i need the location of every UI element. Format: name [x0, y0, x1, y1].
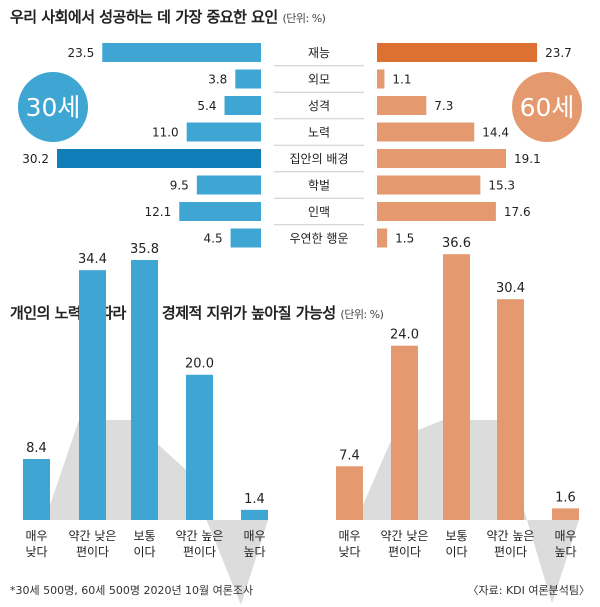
value-label-60: 7.4: [339, 448, 360, 463]
bar-30-1: [235, 69, 261, 89]
bar-30-2: [224, 96, 261, 115]
bar-60-1: [391, 345, 418, 520]
bar-60-1: [377, 69, 385, 89]
footnote: *30세 500명, 60세 500명 2020년 10월 여론조사: [10, 584, 254, 597]
category-label: 학벌: [308, 179, 330, 193]
category-label: 인맥: [308, 205, 330, 219]
bar-30-5: [196, 175, 261, 195]
bar-30-0: [102, 43, 262, 62]
bar-30-6: [179, 202, 261, 221]
bar-60-0: [336, 466, 363, 520]
category-label: 편이다: [183, 545, 216, 559]
value-label-30: 30.2: [22, 152, 49, 166]
value-label-30: 5.4: [197, 99, 216, 113]
series-badge-60-label: 60세: [520, 93, 575, 122]
value-label-30: 9.5: [170, 179, 189, 193]
bar-60-2: [377, 96, 427, 115]
bar-30-3: [186, 122, 261, 142]
category-label: 보통: [445, 529, 467, 543]
category-label: 약간 높은: [487, 528, 535, 543]
category-label: 약간 낮은: [69, 528, 117, 543]
value-label-30: 8.4: [26, 441, 47, 456]
category-label: 외모: [308, 73, 330, 87]
category-label: 매우: [338, 529, 360, 543]
value-label-30: 20.0: [185, 357, 214, 372]
category-label: 성격: [308, 99, 330, 113]
top-title-text: 우리 사회에서 성공하는 데 가장 중요한 요인: [10, 8, 278, 26]
shadow-band-30: [50, 420, 268, 605]
series-badge-30-label: 30세: [26, 93, 81, 122]
category-label: 재능: [308, 46, 330, 60]
category-label: 매우: [25, 529, 47, 543]
value-label-60: 1.5: [395, 232, 414, 246]
bar-30-0: [23, 458, 50, 520]
top-chart-title: 우리 사회에서 성공하는 데 가장 중요한 요인 (단위: %): [10, 6, 326, 27]
category-label: 편이다: [494, 545, 527, 559]
category-label: 노력: [308, 126, 330, 140]
bottom-unit-text: (단위: %): [340, 308, 384, 321]
category-label: 낮다: [338, 545, 360, 559]
category-label: 높다: [554, 545, 576, 559]
bar-30-4: [57, 149, 261, 168]
bar-60-3: [377, 122, 475, 142]
top-unit-text: (단위: %): [282, 12, 326, 25]
bottom-chart-title: 개인의 노력에 따라 사회 경제적 지위가 높아질 가능성 (단위: %): [10, 302, 384, 323]
category-label: 매우: [243, 529, 265, 543]
bar-60-4: [377, 149, 507, 168]
shadow-band-60: [363, 420, 579, 604]
bar-60-3: [497, 299, 524, 520]
category-label: 편이다: [76, 545, 109, 559]
value-label-60: 1.1: [392, 73, 411, 87]
category-label: 편이다: [388, 545, 421, 559]
value-label-60: 7.3: [434, 99, 453, 113]
category-label: 약간 높은: [176, 528, 224, 543]
value-label-30: 23.5: [68, 46, 95, 60]
value-label-30: 12.1: [145, 205, 172, 219]
value-label-30: 11.0: [152, 126, 179, 140]
bar-60-6: [377, 202, 496, 221]
category-label: 이다: [133, 545, 155, 559]
bar-30-3: [186, 374, 213, 520]
bar-30-7: [230, 228, 261, 248]
value-label-30: 1.4: [244, 492, 265, 507]
category-label: 낮다: [25, 545, 47, 559]
value-label-60: 1.6: [555, 490, 576, 505]
category-label: 이다: [445, 545, 467, 559]
value-label-30: 3.8: [208, 73, 227, 87]
bar-60-0: [377, 43, 538, 62]
bar-30-4: [241, 509, 268, 520]
bar-60-5: [377, 175, 481, 195]
source-credit: 〈자료: KDI 여론분석팀〉: [467, 584, 590, 597]
category-label: 약간 낮은: [381, 528, 429, 543]
value-label-60: 14.4: [482, 126, 509, 140]
bottom-title-text: 개인의 노력에 따라 사회 경제적 지위가 높아질 가능성: [10, 304, 336, 322]
value-label-60: 15.3: [488, 179, 515, 193]
value-label-60: 24.0: [390, 328, 419, 343]
value-label-30: 4.5: [204, 232, 223, 246]
category-label: 우연한 행운: [289, 231, 348, 246]
category-label: 집안의 배경: [289, 152, 348, 166]
top-butterfly-chart: 재능 23.5 23.7 외모 3.8 1.1 성격 5.4 7.3 노력 11.0 14.4 집안의 …: [18, 38, 582, 272]
series-badge-60: [512, 72, 582, 142]
category-label: 보통: [133, 529, 155, 543]
value-label-60: 17.6: [504, 205, 531, 219]
bar-60-4: [552, 508, 579, 520]
series-badge-30: [18, 72, 88, 142]
category-label: 매우: [554, 529, 576, 543]
category-panel: [262, 38, 376, 272]
value-label-60: 23.7: [545, 46, 572, 60]
bar-60-7: [377, 228, 388, 248]
value-label-60: 19.1: [514, 152, 541, 166]
category-label: 높다: [243, 545, 265, 559]
